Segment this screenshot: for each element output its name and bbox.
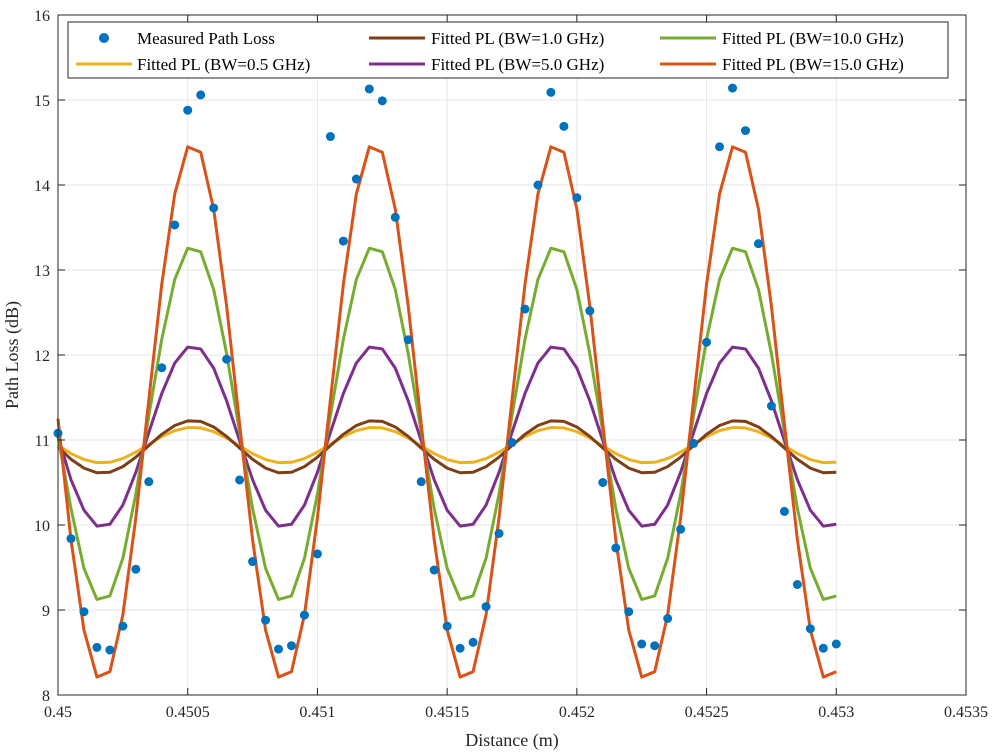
y-tick-label: 12 [34,348,50,365]
measured-point [702,337,712,347]
measured-point [494,529,504,538]
measured-point [520,304,530,314]
measured-point [689,438,699,448]
measured-point [468,637,478,647]
legend-label-bw5: Fitted PL (BW=5.0 GHz) [431,55,604,74]
measured-point [66,534,76,544]
measured-point [286,641,296,651]
measured-point [766,401,776,411]
series-line-fitted-pl-bw-1-0-ghz- [56,419,837,475]
legend-label-bw10: Fitted PL (BW=10.0 GHz) [722,29,904,48]
legend-label-bw05: Fitted PL (BW=0.5 GHz) [137,55,310,74]
measured-point [92,642,102,652]
measured-point [598,478,608,487]
y-tick-label: 9 [42,603,50,620]
x-tick-label: 0.453 [818,704,854,721]
measured-point [351,174,361,184]
y-tick-label: 15 [34,93,50,110]
legend-marker-measured [99,33,109,43]
y-tick-label: 8 [42,688,50,705]
measured-point [546,87,556,97]
measured-point [144,477,154,487]
measured-point [235,475,245,485]
measured-point [818,643,828,653]
legend-label-bw15: Fitted PL (BW=15.0 GHz) [722,55,904,74]
measured-point [481,602,491,612]
measured-point [222,354,232,364]
measured-point [157,363,167,373]
x-tick-label: 0.451 [299,704,335,721]
x-tick-label: 0.4535 [944,704,988,721]
y-tick-label: 14 [34,178,50,195]
measured-point [105,645,115,655]
measured-point [196,90,206,100]
series-line-fitted-pl-bw-5-0-ghz- [56,345,837,528]
x-tick-label: 0.45 [44,704,72,721]
measured-point [572,193,582,203]
scatter-layer [53,83,841,655]
measured-point [792,580,802,589]
measured-point [676,524,686,534]
measured-point [183,105,193,115]
measured-point [455,643,465,653]
measured-point [507,438,517,448]
x-tick-label: 0.4525 [685,704,729,721]
series-line-fitted-pl-bw-0-5-ghz- [57,426,837,465]
measured-point [533,180,543,190]
measured-point [663,614,673,623]
measured-point [118,621,128,631]
measured-point [624,607,634,617]
measured-point [364,84,374,94]
x-tick-label: 0.452 [559,704,595,721]
measured-point [390,212,400,222]
y-tick-label: 11 [35,433,50,450]
measured-point [170,220,180,230]
measured-point [715,142,725,152]
measured-point [403,335,413,345]
legend: Measured Path Loss Fitted PL (BW=1.0 GHz… [67,21,949,79]
measured-point [248,557,258,567]
measured-point [429,565,439,575]
measured-point [209,203,219,213]
measured-point [650,641,660,651]
x-axis-title: Distance (m) [465,730,558,751]
measured-point [637,639,647,649]
legend-label-measured: Measured Path Loss [137,29,275,48]
measured-point [585,306,595,316]
measured-point [274,644,284,654]
measured-point [831,639,841,649]
y-tick-label: 16 [34,8,50,25]
measured-point [442,621,452,631]
measured-point [559,121,569,131]
measured-point [338,236,348,246]
tick-labels: 0.45 0.4505 0.451 0.4515 0.452 0.4525 0.453 0.4… [34,8,988,721]
ticks [57,14,967,696]
measured-point [312,549,322,559]
measured-point [377,96,387,106]
measured-point [261,615,271,625]
measured-point [753,239,763,249]
measured-point [611,543,621,553]
legend-box [67,21,949,79]
measured-point [805,624,815,634]
x-tick-label: 0.4505 [166,704,210,721]
y-tick-label: 13 [34,263,50,280]
y-tick-label: 10 [34,518,50,535]
measured-point [779,506,789,516]
y-axis-title: Path Loss (dB) [2,301,23,409]
measured-point [740,126,750,136]
measured-point [325,132,335,142]
measured-point [416,477,426,487]
x-tick-label: 0.4515 [425,704,469,721]
legend-label-bw1: Fitted PL (BW=1.0 GHz) [431,29,604,48]
measured-point [299,610,309,620]
measured-point [131,564,141,574]
measured-point [728,83,738,93]
measured-point [79,607,89,617]
